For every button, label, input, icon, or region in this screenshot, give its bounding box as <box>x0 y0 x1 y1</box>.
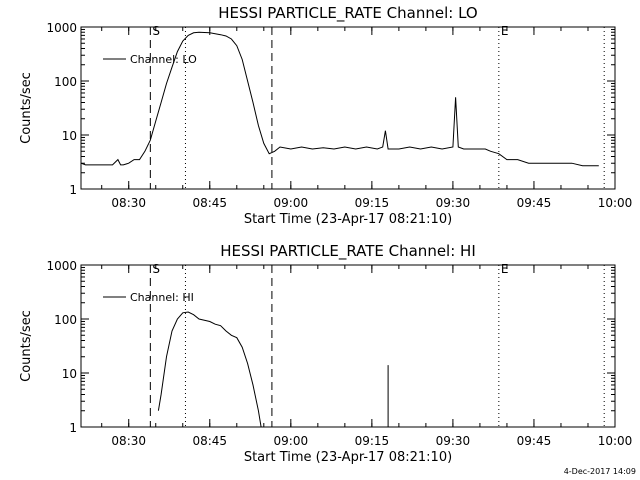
y-tick-label: 1000 <box>46 21 77 35</box>
series-line <box>157 311 389 428</box>
y-tick-label: 1 <box>69 421 77 435</box>
x-tick-label: 09:45 <box>517 434 552 448</box>
legend-label: Channel: LO <box>130 53 197 66</box>
y-tick-label: 10 <box>62 129 77 143</box>
y-tick-label: 1 <box>69 183 77 197</box>
x-tick-label: 10:00 <box>598 196 633 210</box>
x-tick-label: 10:00 <box>598 434 633 448</box>
y-tick-label: 100 <box>54 75 77 89</box>
marker-label: E <box>501 262 509 276</box>
plot-frame <box>80 264 616 428</box>
x-tick-label: 09:30 <box>436 196 471 210</box>
x-tick-label: 08:30 <box>111 434 146 448</box>
x-tick-label: 09:00 <box>274 434 309 448</box>
plot-frame <box>80 26 616 190</box>
x-tick-label: 09:30 <box>436 434 471 448</box>
y-tick-label: 1000 <box>46 259 77 273</box>
x-tick-label: 09:00 <box>274 196 309 210</box>
marker-label: S <box>152 24 160 38</box>
panel-hi: HESSI PARTICLE_RATE Channel: HI 1 10 100 100… <box>19 242 632 465</box>
x-tick-label: 09:15 <box>355 196 390 210</box>
chart-title: HESSI PARTICLE_RATE Channel: HI <box>220 242 476 261</box>
x-tick-label: 09:15 <box>355 434 390 448</box>
marker-label: S <box>152 262 160 276</box>
x-tick-label: 08:30 <box>111 196 146 210</box>
series-line <box>80 31 599 167</box>
x-tick-label: 09:45 <box>517 196 552 210</box>
x-tick-label: 08:45 <box>192 196 227 210</box>
x-tick-label: 08:45 <box>192 434 227 448</box>
date-stamp: 4-Dec-2017 14:09 <box>564 467 636 476</box>
y-tick-label: 10 <box>62 367 77 381</box>
marker-label: E <box>501 24 509 38</box>
chart-title: HESSI PARTICLE_RATE Channel: LO <box>218 4 477 23</box>
x-axis-label: Start Time (23-Apr-17 08:21:10) <box>244 212 452 227</box>
x-axis-label: Start Time (23-Apr-17 08:21:10) <box>244 450 452 465</box>
y-axis-label: Counts/sec <box>19 72 34 144</box>
y-axis-label: Counts/sec <box>19 310 34 382</box>
legend-label: Channel: HI <box>130 291 194 304</box>
y-tick-label: 100 <box>54 313 77 327</box>
panel-lo: HESSI PARTICLE_RATE Channel: LO 1 10 100 100… <box>19 4 632 227</box>
